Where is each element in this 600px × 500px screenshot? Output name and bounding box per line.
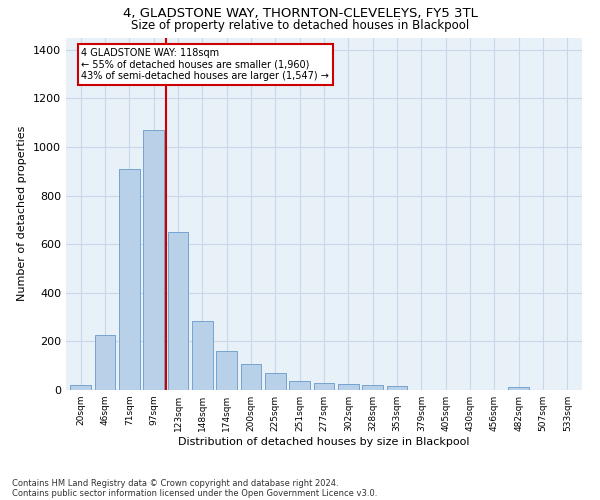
Text: 4, GLADSTONE WAY, THORNTON-CLEVELEYS, FY5 3TL: 4, GLADSTONE WAY, THORNTON-CLEVELEYS, FY… bbox=[122, 8, 478, 20]
Bar bbox=[314, 383, 334, 390]
Text: 4 GLADSTONE WAY: 118sqm
← 55% of detached houses are smaller (1,960)
43% of semi: 4 GLADSTONE WAY: 118sqm ← 55% of detache… bbox=[82, 48, 329, 82]
Bar bbox=[192, 320, 212, 390]
Bar bbox=[167, 232, 188, 390]
Bar bbox=[265, 373, 286, 390]
Bar bbox=[386, 386, 407, 390]
Bar bbox=[362, 385, 383, 390]
Text: Size of property relative to detached houses in Blackpool: Size of property relative to detached ho… bbox=[131, 19, 469, 32]
Text: Contains HM Land Registry data © Crown copyright and database right 2024.: Contains HM Land Registry data © Crown c… bbox=[12, 478, 338, 488]
Bar bbox=[143, 130, 164, 390]
Bar bbox=[216, 351, 237, 390]
Text: Contains public sector information licensed under the Open Government Licence v3: Contains public sector information licen… bbox=[12, 488, 377, 498]
Y-axis label: Number of detached properties: Number of detached properties bbox=[17, 126, 28, 302]
Bar bbox=[241, 364, 262, 390]
Bar bbox=[70, 385, 91, 390]
Bar bbox=[508, 387, 529, 390]
X-axis label: Distribution of detached houses by size in Blackpool: Distribution of detached houses by size … bbox=[178, 437, 470, 447]
Bar bbox=[289, 381, 310, 390]
Bar bbox=[95, 336, 115, 390]
Bar bbox=[338, 384, 359, 390]
Bar bbox=[119, 169, 140, 390]
